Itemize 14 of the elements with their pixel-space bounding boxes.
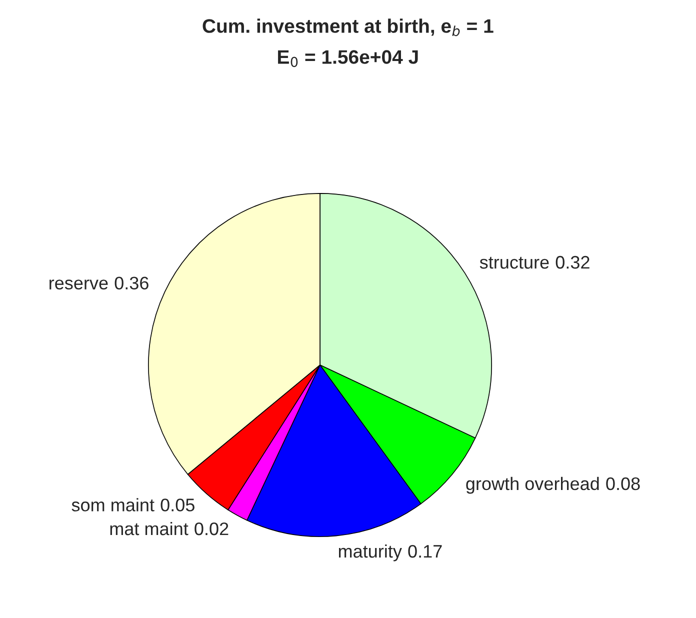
chart-title: Cum. investment at birth, e$_{b}$ = 1 <box>202 18 494 36</box>
data-label: 0.02 <box>194 522 228 536</box>
data-label: 0.32 <box>556 256 590 269</box>
slice-label: som maint <box>72 498 154 512</box>
slice-label: maturity <box>338 544 402 562</box>
data-label: 0.36 <box>114 276 148 290</box>
slice-label: reserve <box>50 280 108 290</box>
data-label: 0.05 <box>160 498 194 512</box>
data-label: 0.17 <box>408 544 442 558</box>
slice-label: growth overhead <box>466 476 599 494</box>
chart-subtitle: E$_{0}$ = 1.56e+04 J <box>278 50 418 68</box>
data-label: 0.08 <box>606 477 640 490</box>
slice-label: mat maint <box>110 522 188 536</box>
slice-label: structure <box>480 256 549 269</box>
